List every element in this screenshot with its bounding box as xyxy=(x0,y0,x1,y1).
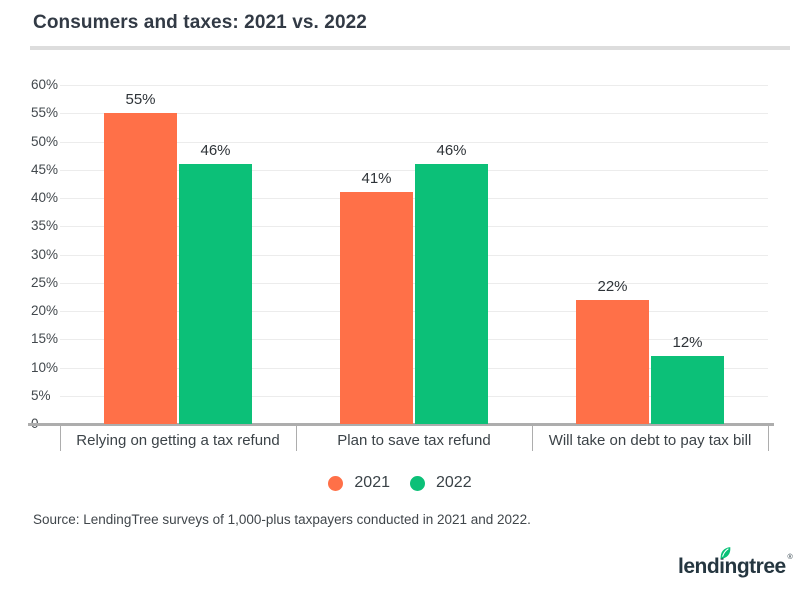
y-gridline xyxy=(60,339,768,340)
y-axis-tick-label: 10% xyxy=(31,360,59,375)
bar-value-label: 12% xyxy=(672,334,703,351)
y-gridline xyxy=(60,198,768,199)
y-axis-tick-label: 45% xyxy=(31,162,59,177)
leaf-icon xyxy=(720,547,731,559)
category-label: Relying on getting a tax refund xyxy=(76,432,280,449)
y-gridline xyxy=(60,255,768,256)
lendingtree-logo-text: lendingtree xyxy=(678,555,786,578)
bar-value-label: 55% xyxy=(125,91,156,108)
y-axis-tick-label: 55% xyxy=(31,105,59,120)
y-gridline xyxy=(60,368,768,369)
legend-dot-icon xyxy=(328,475,344,491)
y-gridline xyxy=(60,170,768,171)
category-label: Will take on debt to pay tax bill xyxy=(548,432,752,449)
y-axis-tick-label: 60% xyxy=(31,77,59,92)
y-axis-tick-label: 35% xyxy=(31,218,59,233)
x-axis-line xyxy=(28,423,774,426)
y-axis-tick-label: 15% xyxy=(31,331,59,346)
chart-legend: 2021 2022 xyxy=(0,474,800,492)
title-divider xyxy=(30,46,790,50)
source-note: Source: LendingTree surveys of 1,000-plu… xyxy=(33,512,531,527)
category-label: Plan to save tax refund xyxy=(337,432,491,449)
y-gridline xyxy=(60,283,768,284)
legend-item-2022: 2022 xyxy=(410,474,472,492)
lendingtree-logo: lendingtree ® xyxy=(678,547,793,578)
legend-label: 2022 xyxy=(436,474,472,491)
y-gridline xyxy=(60,396,768,397)
y-axis-tick-label: 25% xyxy=(31,275,59,290)
bar-2022 xyxy=(179,164,252,424)
y-axis-tick-label: 30% xyxy=(31,247,59,262)
legend-label: 2021 xyxy=(354,474,390,491)
legend-dot-icon xyxy=(410,475,425,491)
bar-value-label: 22% xyxy=(597,278,628,295)
y-gridline xyxy=(60,311,768,312)
x-axis-tick xyxy=(60,424,61,451)
chart-title: Consumers and taxes: 2021 vs. 2022 xyxy=(33,12,367,33)
x-axis-tick xyxy=(768,424,769,451)
registered-mark: ® xyxy=(787,554,793,561)
x-axis-tick xyxy=(532,424,533,451)
bar-2021 xyxy=(104,113,177,424)
y-axis-tick-label: 40% xyxy=(31,190,59,205)
legend-item-2021: 2021 xyxy=(328,474,390,492)
y-gridline xyxy=(60,85,768,86)
bar-value-label: 46% xyxy=(200,142,231,159)
bar-2021 xyxy=(340,192,413,424)
y-axis-tick-label: 20% xyxy=(31,303,59,318)
y-gridline xyxy=(60,226,768,227)
bar-value-label: 46% xyxy=(436,142,467,159)
y-gridline xyxy=(60,142,768,143)
bar-2021 xyxy=(576,300,649,424)
bar-2022 xyxy=(651,356,724,424)
bar-value-label: 41% xyxy=(361,170,392,187)
x-axis-tick xyxy=(296,424,297,451)
y-axis-tick-label: 5% xyxy=(31,388,51,403)
y-gridline xyxy=(60,113,768,114)
y-axis-tick-label: 50% xyxy=(31,134,59,149)
bar-2022 xyxy=(415,164,488,424)
